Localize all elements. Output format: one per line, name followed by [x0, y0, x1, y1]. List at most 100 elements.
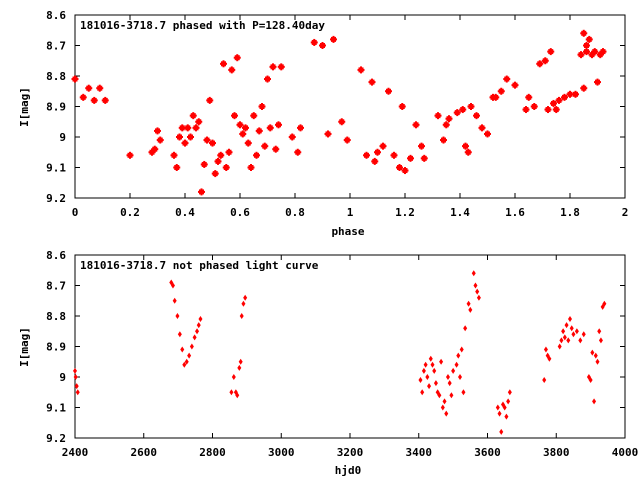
y-tick-label: 8.7 — [46, 280, 66, 293]
data-point — [530, 103, 538, 110]
data-point — [497, 410, 502, 417]
data-point — [562, 334, 567, 341]
data-point — [423, 361, 428, 368]
data-point — [454, 361, 459, 368]
data-point — [148, 148, 156, 156]
data-point — [233, 54, 241, 62]
data-point — [588, 51, 596, 59]
data-point — [590, 349, 595, 356]
data-point — [244, 139, 252, 147]
data-point — [547, 48, 555, 56]
x-tick-label: 3400 — [406, 446, 433, 459]
data-point — [203, 136, 211, 144]
data-point — [222, 164, 230, 171]
y-tick-label: 9 — [59, 131, 66, 144]
data-point — [275, 121, 282, 129]
x-tick-label: 0.6 — [230, 206, 250, 219]
data-point — [555, 96, 563, 104]
data-point — [550, 99, 557, 107]
data-point — [449, 392, 454, 399]
x-tick-label: 1.2 — [395, 206, 415, 219]
data-point — [238, 358, 243, 365]
data-point — [504, 413, 509, 420]
data-point — [363, 151, 370, 159]
data-point — [126, 151, 134, 159]
data-point — [591, 48, 599, 56]
data-point — [462, 142, 469, 150]
data-point — [580, 29, 588, 37]
data-point — [187, 133, 194, 141]
data-point — [456, 352, 461, 359]
y-tick-label: 9 — [59, 371, 66, 384]
data-point — [478, 124, 486, 132]
data-point — [595, 358, 600, 365]
x-tick-label: 2800 — [199, 446, 226, 459]
data-point — [447, 380, 452, 387]
data-point — [506, 398, 511, 405]
data-point — [74, 383, 79, 390]
data-point — [543, 346, 548, 353]
data-point — [277, 63, 285, 71]
y-tick-label: 8.7 — [46, 40, 66, 53]
x-tick-label: 1 — [347, 206, 354, 219]
data-point — [324, 130, 332, 138]
plot-frame — [74, 14, 626, 199]
y-tick-label: 8.9 — [46, 101, 66, 114]
data-point — [173, 164, 181, 171]
data-point — [433, 380, 438, 387]
plot-frame — [74, 254, 626, 439]
data-point — [476, 294, 481, 301]
data-point — [572, 90, 579, 98]
x-tick-label: 4000 — [612, 446, 639, 459]
x-tick-label: 1.6 — [505, 206, 525, 219]
data-point — [177, 331, 182, 338]
x-tick-label: 1.8 — [560, 206, 580, 219]
data-point — [374, 148, 381, 156]
data-point — [261, 142, 269, 150]
x-axis-ticks: 0 0.2 0.4 0.6 0.8 1 1.2 1.4 1.6 1.8 2 — [72, 15, 628, 219]
data-point — [269, 63, 277, 71]
data-point — [561, 328, 566, 335]
data-point — [536, 60, 544, 68]
data-point — [420, 154, 428, 162]
data-point — [522, 106, 530, 114]
data-point — [559, 337, 564, 344]
data-point — [564, 322, 569, 329]
data-point — [229, 389, 234, 396]
data-point — [566, 90, 574, 98]
data-point — [445, 374, 450, 380]
data-point — [211, 170, 219, 178]
data-point — [471, 270, 476, 277]
data-point — [73, 374, 78, 380]
data-point — [440, 136, 447, 144]
data-point — [182, 361, 187, 368]
data-point — [231, 374, 236, 380]
y-axis-label: I[mag] — [18, 87, 31, 127]
data-point — [561, 93, 568, 101]
data-point — [214, 157, 222, 165]
phased-light-curve-panel: 181016-3718.7 phased with P=128.40day ph… — [18, 9, 628, 238]
data-point — [379, 142, 387, 150]
data-point — [594, 78, 601, 86]
data-point — [459, 346, 464, 353]
data-point — [583, 42, 590, 49]
data-point — [458, 374, 462, 380]
data-point — [192, 334, 197, 341]
data-point — [228, 66, 236, 74]
data-point — [319, 42, 326, 49]
data-point — [192, 124, 200, 132]
data-point — [371, 157, 379, 165]
data-point — [497, 87, 505, 95]
data-point — [196, 322, 201, 329]
data-point — [547, 355, 552, 362]
data-point — [437, 392, 442, 399]
data-point — [217, 151, 225, 159]
data-point — [237, 364, 242, 371]
data-point — [440, 404, 445, 411]
data-point — [225, 148, 233, 156]
data-point — [343, 136, 351, 144]
data-point — [198, 316, 203, 323]
data-point — [596, 51, 604, 59]
data-point — [581, 331, 586, 338]
